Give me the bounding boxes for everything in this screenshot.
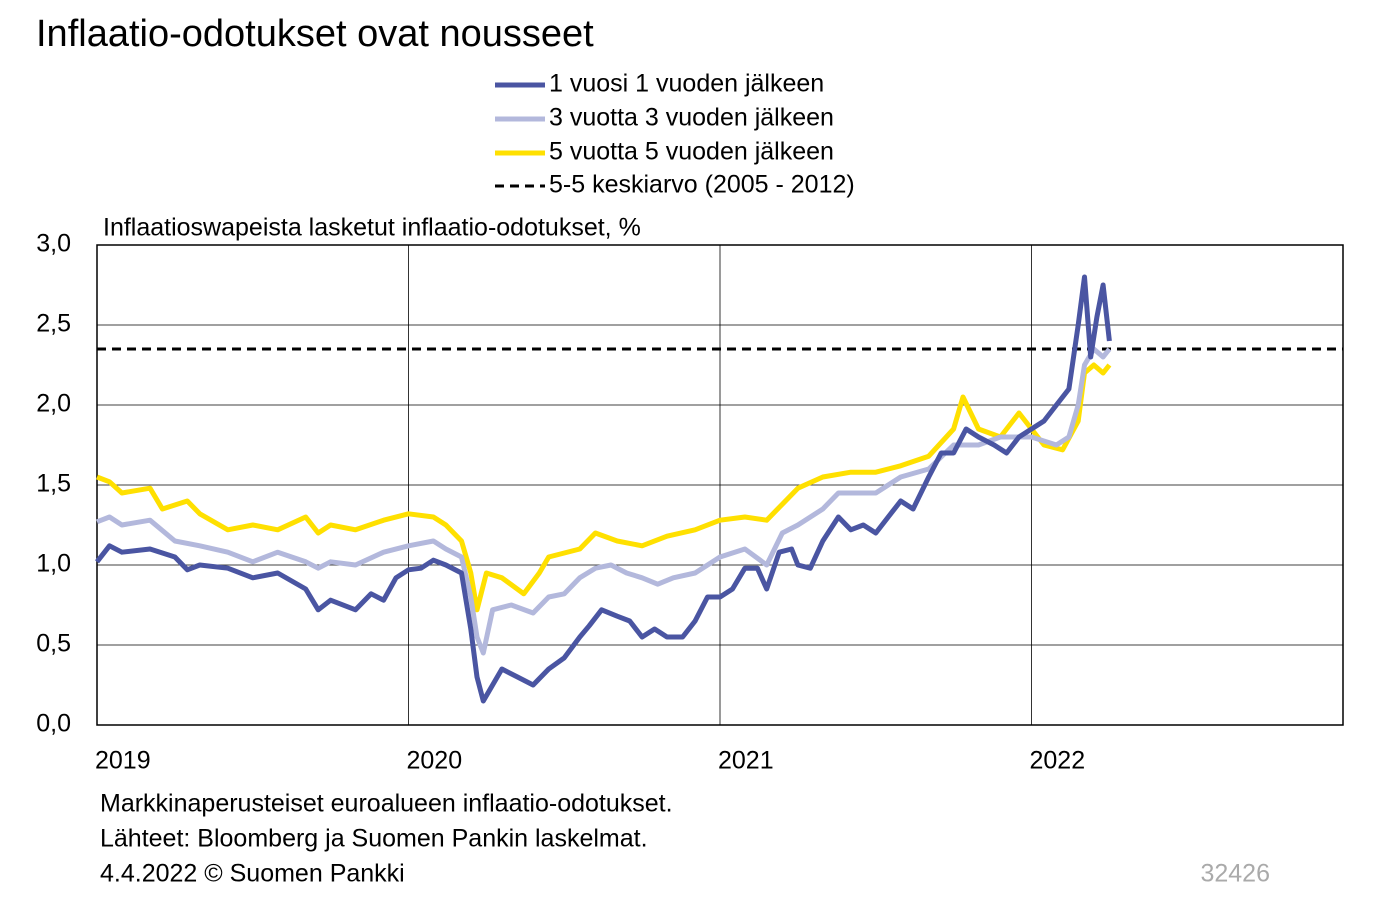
legend-label: 1 vuosi 1 vuoden jälkeen bbox=[549, 70, 824, 98]
y-tick-label: 0,5 bbox=[36, 630, 71, 658]
y-tick-label: 2,0 bbox=[36, 390, 71, 418]
x-tick-label: 2020 bbox=[407, 747, 463, 775]
series-line bbox=[96, 346, 1112, 656]
note: Lähteet: Bloomberg ja Suomen Pankin lask… bbox=[100, 825, 648, 853]
y-tick-label: 3,0 bbox=[36, 230, 71, 258]
chart-title: Inflaatio-odotukset ovat nousseet bbox=[36, 13, 594, 55]
legend-label: 5 vuotta 5 vuoden jälkeen bbox=[549, 138, 834, 166]
y-tick-label: 1,5 bbox=[36, 470, 71, 498]
y-tick-label: 1,0 bbox=[36, 550, 71, 578]
y-tick-label: 2,5 bbox=[36, 310, 71, 338]
x-tick-label: 2022 bbox=[1030, 747, 1086, 775]
legend-label: 5-5 keskiarvo (2005 - 2012) bbox=[549, 171, 855, 199]
note: Markkinaperusteiset euroalueen inflaatio… bbox=[100, 790, 673, 818]
x-tick-label: 2019 bbox=[95, 747, 151, 775]
series-line bbox=[95, 274, 1112, 704]
chart-id: 32426 bbox=[1200, 860, 1270, 888]
x-tick-label: 2021 bbox=[718, 747, 774, 775]
y-tick-label: 0,0 bbox=[36, 710, 71, 738]
legend-label: 3 vuotta 3 vuoden jälkeen bbox=[549, 104, 834, 132]
y-axis-label: Inflaatioswapeista lasketut inflaatio-od… bbox=[103, 214, 641, 242]
note: 4.4.2022 © Suomen Pankki bbox=[100, 860, 405, 888]
